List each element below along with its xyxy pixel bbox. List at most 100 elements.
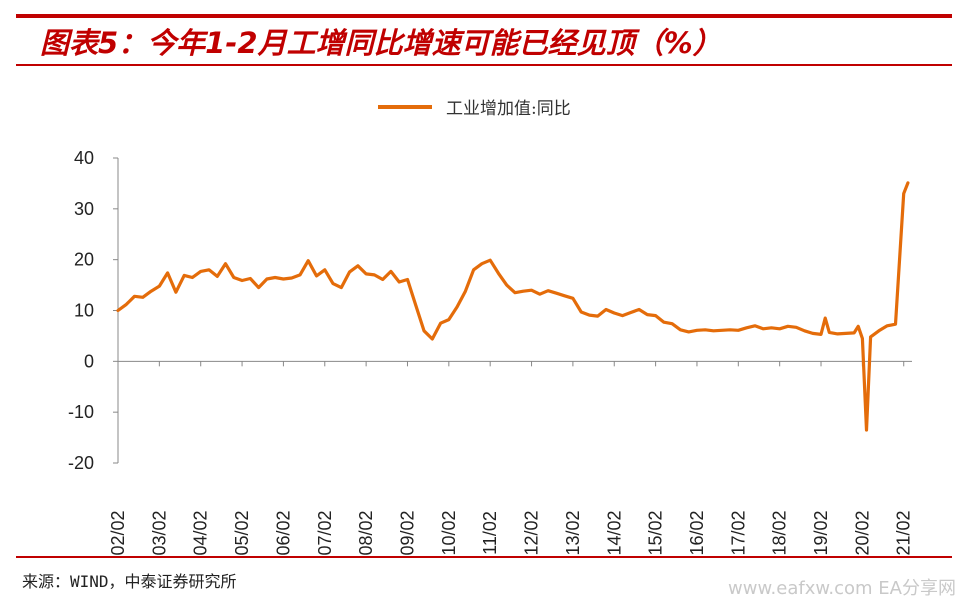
data-point [696, 329, 698, 331]
data-point [861, 337, 864, 340]
watermark: www.eafxw.com EA分享网 [728, 578, 956, 599]
data-point [398, 281, 400, 283]
data-point [621, 315, 624, 317]
data-point [597, 315, 599, 317]
data-point [183, 274, 185, 276]
data-point [241, 279, 243, 282]
y-tick-label: 0 [84, 351, 94, 371]
x-tick-label: 06/02 [273, 510, 293, 555]
x-tick-label: 19/02 [811, 510, 831, 555]
data-point [530, 289, 533, 291]
data-point [522, 290, 524, 292]
data-point [117, 309, 119, 312]
data-point [266, 278, 268, 280]
x-tick-label: 20/02 [852, 510, 872, 555]
data-point [324, 269, 326, 271]
x-tick-label: 07/02 [315, 510, 335, 555]
data-point [812, 332, 814, 334]
data-point [282, 278, 284, 280]
data-point [200, 270, 202, 272]
data-point [828, 331, 830, 333]
data-point [729, 329, 731, 331]
data-point [820, 333, 822, 335]
x-tick-label: 15/02 [646, 510, 666, 555]
data-point [390, 270, 392, 272]
data-point [580, 311, 582, 313]
data-point [489, 259, 491, 261]
x-tick-label: 21/02 [894, 510, 914, 555]
data-point [216, 275, 218, 277]
data-point [167, 272, 169, 274]
data-point [431, 338, 433, 340]
data-point [514, 292, 516, 294]
data-point [555, 292, 558, 294]
data-point [208, 269, 210, 271]
data-point [907, 182, 909, 184]
data-point [903, 193, 905, 195]
data-point [663, 321, 665, 323]
data-point [481, 263, 483, 265]
data-point [712, 330, 715, 332]
data-point [365, 273, 367, 275]
data-point [613, 312, 615, 314]
data-point [704, 329, 706, 331]
data-point [456, 306, 458, 308]
data-point [175, 291, 177, 293]
data-point [158, 285, 160, 287]
data-point [382, 278, 384, 281]
data-point [679, 329, 682, 331]
x-tick-label: 17/02 [728, 510, 748, 555]
data-point [349, 271, 351, 273]
data-point [894, 323, 897, 325]
data-point [406, 278, 409, 281]
data-point [737, 329, 739, 331]
data-point [274, 276, 276, 279]
page-title: 图表5：今年1-2月工增同比增速可能已经见顶（%） [40, 26, 722, 60]
source-rule [16, 556, 952, 558]
x-tick-label: 12/02 [522, 510, 542, 555]
data-point [440, 322, 442, 324]
data-point [539, 293, 541, 295]
data-point [547, 290, 549, 292]
data-point [258, 287, 260, 289]
x-tick-label: 08/02 [356, 510, 376, 555]
x-tick-label: 04/02 [191, 510, 211, 555]
data-point [373, 274, 375, 276]
x-tick-labels: 02/02 03/02 04/02 05/02 06/02 07/02 08/02 09/02… [108, 510, 914, 555]
data-point [448, 319, 450, 321]
data-point [249, 277, 251, 280]
x-tick-label: 13/02 [563, 510, 583, 555]
data-point [646, 314, 648, 316]
data-point [857, 325, 859, 327]
data-point [655, 315, 657, 317]
data-point [779, 328, 781, 330]
data-point [572, 297, 574, 299]
data-point [191, 276, 193, 279]
data-point [315, 275, 318, 277]
data-point [133, 295, 136, 297]
data-point [473, 269, 475, 271]
data-point [770, 327, 773, 329]
data-point [824, 317, 826, 319]
data-point [795, 326, 797, 328]
x-tick-label: 18/02 [770, 510, 790, 555]
data-point [630, 311, 632, 314]
data-point [291, 277, 293, 279]
data-point [787, 325, 789, 327]
data-point [688, 331, 690, 333]
data-point [870, 336, 872, 338]
data-point [605, 308, 607, 311]
data-point [340, 287, 342, 289]
data-point [332, 283, 334, 285]
legend-label: 工业增加值:同比 [446, 99, 571, 119]
data-point [746, 327, 748, 329]
y-tick-label: 10 [74, 301, 94, 321]
data-point [415, 304, 417, 306]
title-top-rule [16, 14, 952, 18]
data-point [837, 333, 839, 335]
data-point [299, 274, 301, 276]
x-tick-label: 03/02 [149, 510, 169, 555]
x-tick-label: 02/02 [108, 510, 128, 555]
data-point [803, 330, 806, 332]
